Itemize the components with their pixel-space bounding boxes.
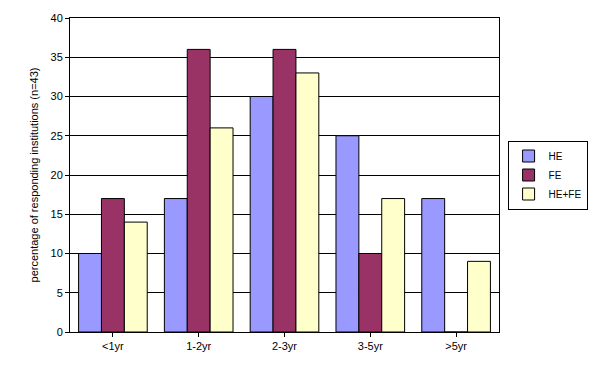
svg-text:<1yr: <1yr (102, 340, 124, 352)
svg-text:40: 40 (51, 12, 63, 24)
svg-text:HE+FE: HE+FE (549, 189, 582, 200)
svg-text:FE: FE (549, 170, 562, 181)
svg-text:25: 25 (51, 130, 63, 142)
svg-text:3-5yr: 3-5yr (358, 340, 383, 352)
svg-text:>5yr: >5yr (445, 340, 467, 352)
svg-text:5: 5 (57, 287, 63, 299)
svg-text:10: 10 (51, 247, 63, 259)
svg-text:20: 20 (51, 169, 63, 181)
svg-text:30: 30 (51, 90, 63, 102)
svg-text:HE: HE (549, 151, 563, 162)
svg-text:1-2yr: 1-2yr (186, 340, 211, 352)
svg-text:35: 35 (51, 51, 63, 63)
svg-text:2-3yr: 2-3yr (272, 340, 297, 352)
svg-text:percentage of responding insti: percentage of responding institutions (n… (28, 68, 40, 283)
svg-text:0: 0 (57, 326, 63, 338)
svg-text:15: 15 (51, 208, 63, 220)
